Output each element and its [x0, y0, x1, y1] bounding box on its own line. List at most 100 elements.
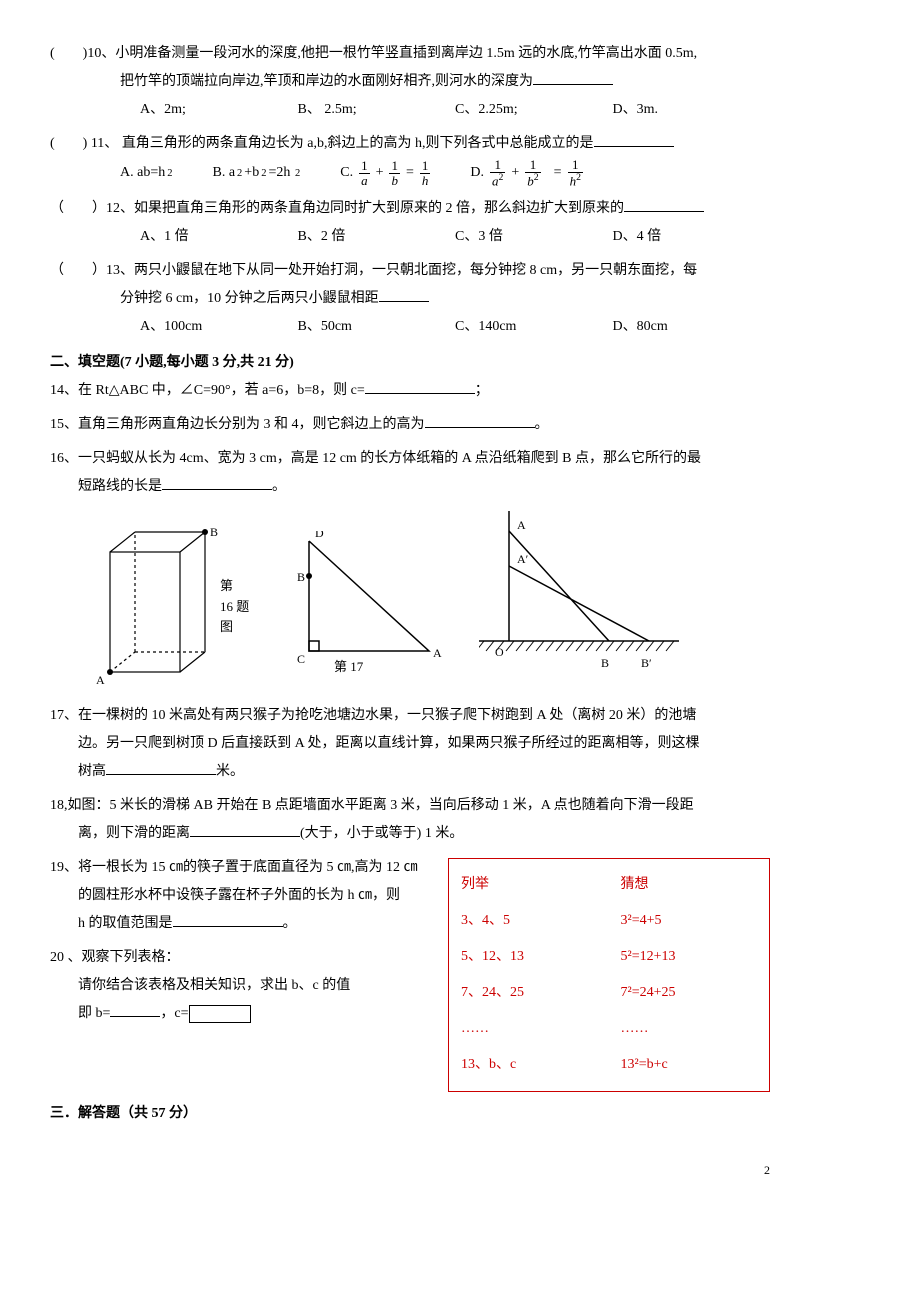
q10-prefix: ( )10、: [50, 46, 115, 61]
q18-blank[interactable]: [190, 822, 300, 837]
frac-1h: 1h: [420, 159, 431, 189]
q12-opt-c[interactable]: C、3 倍: [455, 223, 613, 251]
pattern-table: 列举猜想 3、4、53²=4+5 5、12、135²=12+13 7、24、25…: [448, 858, 770, 1092]
q11-b-3: =2h: [268, 159, 290, 187]
q12-opt-a[interactable]: A、1 倍: [140, 223, 298, 251]
q17-tail: 米。: [216, 764, 244, 779]
q16-tail: 。: [272, 479, 286, 494]
q12-blank[interactable]: [624, 197, 704, 212]
plus-1: +: [376, 159, 384, 187]
q13-blank[interactable]: [379, 287, 429, 302]
figures-row: A B 第 16 题 图 D B C A 第 17: [90, 511, 770, 692]
q18-l2: 离，则下滑的距离: [78, 826, 190, 841]
q11-b-1: B. a: [212, 159, 235, 187]
q11-options: A. ab=h2 B. a2 +b2 =2h 2 C. 1a + 1b = 1h…: [50, 158, 770, 189]
label-o: O: [495, 645, 504, 659]
label-c: C: [297, 652, 305, 666]
frac-1a: 1a: [359, 159, 370, 189]
eq-2: =: [547, 159, 562, 187]
th-list: 列举: [459, 867, 619, 903]
point-b17: [306, 573, 312, 579]
q15-text: 15、直角三角形两直角边长分别为 3 和 4，则它斜边上的高为: [50, 417, 425, 432]
q11-opt-b[interactable]: B. a2 +b2 =2h 2: [212, 159, 300, 187]
point-b: [202, 529, 208, 535]
q11-opt-a[interactable]: A. ab=h2: [120, 159, 172, 187]
q14-blank[interactable]: [365, 379, 475, 394]
q10-blank[interactable]: [533, 70, 613, 85]
q13-opt-a[interactable]: A、100cm: [140, 313, 298, 341]
q11-opt-d[interactable]: D. 1a2 + 1b2 = 1h2: [470, 158, 583, 189]
q10-opt-d[interactable]: D、3m.: [613, 96, 771, 124]
q13-opt-d[interactable]: D、80cm: [613, 313, 771, 341]
question-18: 18,如图：5 米长的滑梯 AB 开始在 B 点距墙面水平距离 3 米，当向后移…: [50, 792, 770, 848]
r4b: ……: [619, 1011, 759, 1047]
r5b: 13²=b+c: [619, 1047, 759, 1083]
frac-1b: 1b: [389, 159, 400, 189]
q12-options: A、1 倍 B、2 倍 C、3 倍 D、4 倍: [50, 223, 770, 251]
q16-blank[interactable]: [162, 475, 272, 490]
q10-opt-a[interactable]: A、2m;: [140, 96, 298, 124]
r4a: ……: [459, 1011, 619, 1047]
question-13: （ ）13、两只小鼹鼠在地下从同一处开始打洞，一只朝北面挖，每分钟挖 8 cm，…: [50, 257, 770, 341]
q14-tail: ；: [475, 383, 489, 398]
sup-2c: 2: [292, 163, 300, 184]
q13-line2: 分钟挖 6 cm，10 分钟之后两只小鼹鼠相距: [50, 285, 770, 313]
figure-17: D B C A 第 17: [279, 531, 449, 692]
question-15: 15、直角三角形两直角边长分别为 3 和 4，则它斜边上的高为 。: [50, 411, 770, 439]
q11-d-label: D.: [470, 159, 484, 187]
r2a: 5、12、13: [459, 939, 619, 975]
q10-line2: 把竹竿的顶端拉向岸边,竿顶和岸边的水面刚好相齐,则河水的深度为: [50, 68, 770, 96]
label-a18: A: [517, 518, 526, 532]
q18-l1: 18,如图：5 米长的滑梯 AB 开始在 B 点距墙面水平距离 3 米，当向后移…: [50, 792, 770, 820]
figure-18: A A′ O B B′: [479, 511, 689, 692]
q15-blank[interactable]: [425, 413, 535, 428]
q19-l3: h 的取值范围是: [78, 916, 173, 931]
r2b: 5²=12+13: [619, 939, 759, 975]
label-b18: B: [601, 656, 609, 670]
q11-prefix: ( ) 11、: [50, 136, 118, 151]
q19-blank[interactable]: [173, 912, 283, 927]
q10-opt-c[interactable]: C、2.25m;: [455, 96, 613, 124]
page-number: 2: [50, 1158, 770, 1182]
figure-16: A B 第 16 题 图: [90, 522, 249, 692]
question-10: ( )10、小明准备测量一段河水的深度,他把一根竹竿竖直插到离岸边 1.5m 远…: [50, 40, 770, 124]
section-3-title: 三．解答题（共 57 分）: [50, 1100, 770, 1128]
q11-a-sup: 2: [167, 163, 172, 184]
q17-blank[interactable]: [106, 760, 216, 775]
q11-a-txt: A. ab=h: [120, 159, 165, 187]
plus-2: +: [511, 159, 519, 187]
q12-opt-d[interactable]: D、4 倍: [613, 223, 771, 251]
q11-blank[interactable]: [594, 132, 674, 147]
label-d: D: [315, 531, 324, 540]
q11-opt-c[interactable]: C. 1a + 1b = 1h: [340, 159, 430, 189]
q17-l2: 边。另一只爬到树顶 D 后直接跃到 A 处，距离以直线计算，如果两只猴子所经过的…: [50, 730, 770, 758]
q10-text2: 把竹竿的顶端拉向岸边,竿顶和岸边的水面刚好相齐,则河水的深度为: [120, 74, 533, 89]
sup-2b: 2: [261, 163, 266, 184]
q20-blank-c[interactable]: [189, 1005, 251, 1023]
q11-c-label: C.: [340, 159, 353, 187]
q10-opt-b[interactable]: B、 2.5m;: [298, 96, 456, 124]
figure-18-svg: A A′ O B B′: [479, 511, 689, 681]
q13-opt-c[interactable]: C、140cm: [455, 313, 613, 341]
q19-tail: 。: [283, 916, 297, 931]
q12-opt-b[interactable]: B、2 倍: [298, 223, 456, 251]
r5a: 13、b、c: [459, 1047, 619, 1083]
q12-line: （ ）12、如果把直角三角形的两条直角边同时扩大到原来的 2 倍，那么斜边扩大到…: [50, 195, 770, 223]
q16-l2-row: 短路线的长是 。: [50, 473, 770, 501]
q13-opt-b[interactable]: B、50cm: [298, 313, 456, 341]
q17-l3-row: 树高 米。: [50, 758, 770, 786]
r1a: 3、4、5: [459, 903, 619, 939]
fig16-cap3: 图: [220, 617, 249, 638]
q15-tail: 。: [535, 417, 549, 432]
q10-line1: ( )10、小明准备测量一段河水的深度,他把一根竹竿竖直插到离岸边 1.5m 远…: [50, 40, 770, 68]
frac-1a2: 1a2: [490, 158, 505, 189]
q20-blank-b[interactable]: [110, 1002, 160, 1017]
label-a17: A: [433, 646, 442, 660]
th-guess: 猜想: [619, 867, 759, 903]
r3b: 7²=24+25: [619, 975, 759, 1011]
q11-text: 直角三角形的两条直角边长为 a,b,斜边上的高为 h,则下列各式中总能成立的是: [118, 136, 593, 151]
question-14: 14、在 Rt△ABC 中，∠C=90°，若 a=6，b=8，则 c=；: [50, 377, 770, 405]
figure-17-svg: D B C A 第 17: [279, 531, 449, 681]
q17-l3: 树高: [78, 764, 106, 779]
q16-l2: 短路线的长是: [78, 479, 162, 494]
